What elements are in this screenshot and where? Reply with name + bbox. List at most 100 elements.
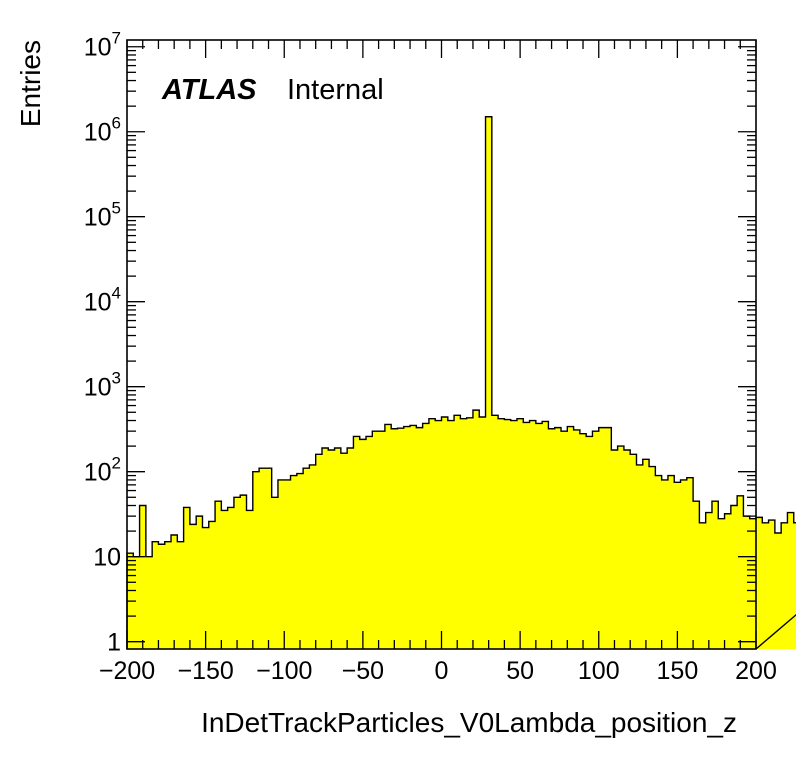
histogram-bar — [705, 512, 713, 649]
histogram-bar — [428, 418, 436, 649]
histogram-bar — [334, 448, 342, 649]
histogram-bar — [227, 507, 235, 649]
histogram-bar — [347, 448, 354, 649]
histogram-bar — [598, 427, 606, 649]
histogram-bar — [561, 431, 568, 649]
histogram-bar — [529, 420, 537, 649]
histogram-bar — [573, 429, 581, 649]
histogram-bar — [133, 556, 140, 649]
histogram-bar — [208, 521, 216, 649]
histogram-bar — [252, 471, 260, 649]
histogram-bar — [504, 419, 512, 649]
histogram-bar — [372, 431, 379, 649]
histogram-bar — [674, 482, 681, 649]
histogram-bar — [542, 421, 549, 649]
histogram-bar — [171, 534, 178, 649]
y-tick-label: 106 — [84, 114, 121, 147]
y-tick-label: 102 — [84, 454, 121, 487]
histogram-bar — [743, 516, 751, 649]
histogram-bars — [127, 116, 796, 649]
histogram-bar — [680, 479, 688, 649]
histogram-bar — [391, 428, 398, 649]
histogram-bar — [466, 417, 474, 649]
histogram-bar — [605, 427, 612, 649]
histogram-bar — [221, 510, 229, 649]
x-tick-label: −150 — [177, 657, 233, 685]
histogram-bar — [554, 427, 562, 649]
histogram-bar — [617, 446, 625, 649]
histogram-bar — [510, 420, 518, 649]
y-axis-title: Entries — [15, 40, 46, 127]
histogram-bar — [636, 464, 644, 649]
histogram-bar — [259, 468, 266, 649]
histogram-bar — [403, 426, 411, 649]
x-tick-label: −50 — [342, 657, 384, 685]
histogram-bar — [491, 415, 499, 649]
histogram-bar — [667, 475, 675, 649]
histogram-bar — [730, 505, 738, 649]
histogram-bar — [655, 475, 663, 649]
histogram-bar — [523, 422, 530, 649]
histogram-bar — [145, 556, 153, 649]
histogram-bar — [378, 431, 386, 649]
histogram-bar — [353, 436, 361, 649]
y-tick-label: 104 — [84, 284, 121, 317]
x-tick-label: 50 — [506, 657, 534, 685]
histogram-bar — [303, 468, 310, 649]
histogram-bar — [271, 497, 279, 649]
histogram-bar — [479, 417, 486, 649]
x-tick-labels: −200 −150 −100 −50 0 50 100 150 200 — [99, 657, 777, 685]
histogram-bar — [215, 501, 222, 649]
histogram-bar — [233, 497, 241, 649]
histogram-bar — [296, 473, 304, 649]
x-tick-label: −100 — [256, 657, 312, 685]
histogram-bar — [737, 495, 744, 649]
histogram-bar — [454, 415, 461, 649]
histogram-bar — [781, 522, 788, 649]
histogram-bar — [579, 433, 587, 649]
histogram-bar — [642, 459, 650, 649]
histogram-bar — [787, 512, 795, 649]
histogram-bar — [139, 505, 147, 649]
atlas-label: ATLAS — [161, 74, 257, 106]
x-axis-title: InDetTrackParticles_V0Lambda_position_z — [201, 707, 737, 738]
histogram-bar — [152, 541, 159, 649]
histogram-bar — [397, 428, 405, 649]
y-tick-label: 10 — [93, 544, 121, 572]
histogram-bar — [183, 507, 191, 649]
histogram-bar — [435, 420, 442, 649]
histogram-bar — [290, 475, 298, 649]
y-tick-label: 103 — [84, 369, 121, 402]
histogram-bar — [328, 449, 335, 649]
histogram-bar — [158, 544, 166, 649]
histogram-bar — [699, 522, 707, 649]
histogram-bar — [309, 464, 317, 649]
histogram-bar — [630, 454, 637, 649]
internal-label: Internal — [287, 74, 384, 106]
histogram-bar — [592, 431, 600, 649]
histogram-bar — [649, 466, 656, 649]
histogram-bar — [366, 436, 373, 649]
histogram-bar — [177, 541, 185, 649]
histogram-bar — [693, 501, 700, 649]
histogram-bar — [447, 420, 455, 649]
histogram-bar — [240, 495, 247, 649]
x-tick-label: 0 — [435, 657, 449, 685]
histogram-bar — [460, 418, 468, 649]
histogram-bar — [246, 510, 254, 649]
x-tick-label: −200 — [99, 657, 155, 685]
histogram-bar — [686, 477, 694, 649]
histogram-bar — [724, 513, 732, 649]
histogram-bar — [441, 417, 449, 649]
x-tick-label: 100 — [578, 657, 620, 685]
histogram-bar — [498, 418, 505, 649]
histogram-bar — [422, 423, 430, 649]
histogram-bar — [774, 532, 782, 649]
histogram-bar — [661, 479, 669, 649]
histogram-bar — [718, 518, 725, 649]
histogram-bar — [756, 517, 763, 649]
histogram-bar — [340, 453, 348, 649]
histogram-bar — [321, 448, 329, 649]
histogram-bar — [768, 520, 776, 649]
